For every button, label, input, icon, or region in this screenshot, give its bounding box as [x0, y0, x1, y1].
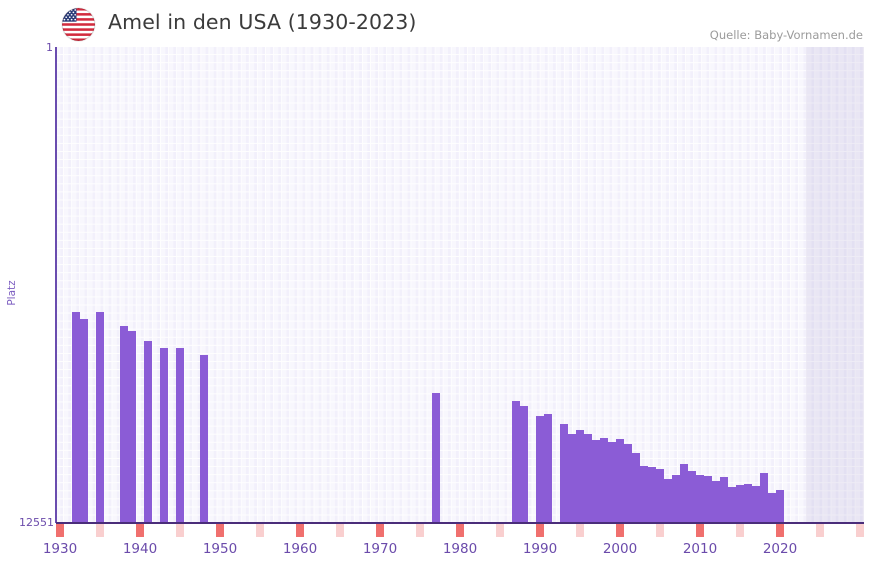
x-axis-label-1940: 1940	[122, 541, 158, 557]
bar-2016[interactable]	[744, 484, 752, 522]
no-data-shade-region	[806, 47, 864, 522]
x-axis-label-1960: 1960	[282, 541, 318, 557]
bar-2011[interactable]	[704, 476, 712, 522]
source-label: Quelle: Baby-Vornamen.de	[709, 28, 863, 42]
bar-2020[interactable]	[776, 490, 784, 522]
bar-2008[interactable]	[680, 464, 688, 522]
bar-2019[interactable]	[768, 493, 776, 522]
bar-1977[interactable]	[432, 393, 440, 522]
x-tick-minor-9	[816, 524, 824, 537]
x-tick-major-9	[776, 524, 784, 537]
bar-1996[interactable]	[584, 434, 592, 522]
chart-title: Amel in den USA (1930-2023)	[108, 10, 417, 34]
bar-1935[interactable]	[96, 312, 104, 522]
plot-area	[56, 47, 864, 522]
chart-header: Amel in den USA (1930-2023) Quelle: Baby…	[0, 0, 873, 47]
bar-1993[interactable]	[560, 424, 568, 522]
bar-1999[interactable]	[608, 442, 616, 522]
y-axis-title: Platz	[6, 280, 18, 306]
bar-2018[interactable]	[760, 473, 768, 522]
bar-1988[interactable]	[520, 406, 528, 522]
bar-2007[interactable]	[672, 475, 680, 522]
bar-1997[interactable]	[592, 440, 600, 522]
x-axis-label-2020: 2020	[762, 541, 798, 557]
bar-2003[interactable]	[640, 466, 648, 522]
bar-1998[interactable]	[600, 438, 608, 522]
x-axis-label-2010: 2010	[682, 541, 718, 557]
x-axis-label-2000: 2000	[602, 541, 638, 557]
bar-2006[interactable]	[664, 479, 672, 522]
x-tick-major-4	[376, 524, 384, 537]
x-axis-label-1970: 1970	[362, 541, 398, 557]
x-tick-minor-4	[416, 524, 424, 537]
bar-1945[interactable]	[176, 348, 184, 522]
bar-1994[interactable]	[568, 434, 576, 522]
x-tick-major-5	[456, 524, 464, 537]
x-tick-major-1	[136, 524, 144, 537]
bar-2013[interactable]	[720, 477, 728, 522]
x-tick-major-3	[296, 524, 304, 537]
grid-lines	[56, 47, 864, 522]
bar-2009[interactable]	[688, 471, 696, 522]
x-tick-major-7	[616, 524, 624, 537]
x-axis-label-1980: 1980	[442, 541, 478, 557]
bar-1987[interactable]	[512, 401, 520, 522]
bar-2012[interactable]	[712, 481, 720, 522]
x-tick-minor-2	[256, 524, 264, 537]
x-tick-minor-7	[656, 524, 664, 537]
y-axis-line	[55, 47, 57, 523]
x-tick-minor-6	[576, 524, 584, 537]
bar-2017[interactable]	[752, 486, 760, 522]
bar-1943[interactable]	[160, 348, 168, 522]
x-tick-minor-1	[176, 524, 184, 537]
us-flag-icon	[62, 8, 95, 41]
y-axis-top-label: 1	[46, 41, 53, 54]
x-tick-major-0	[56, 524, 64, 537]
bar-2015[interactable]	[736, 485, 744, 522]
bar-2001[interactable]	[624, 444, 632, 522]
x-axis-line	[56, 522, 864, 524]
bar-1932[interactable]	[72, 312, 80, 522]
bar-2000[interactable]	[616, 439, 624, 522]
x-tick-minor-3	[336, 524, 344, 537]
bar-2010[interactable]	[696, 475, 704, 522]
bar-2014[interactable]	[728, 487, 736, 522]
bar-1990[interactable]	[536, 416, 544, 522]
bar-2005[interactable]	[656, 469, 664, 522]
x-tick-minor-8	[736, 524, 744, 537]
x-axis-label-1990: 1990	[522, 541, 558, 557]
bar-1939[interactable]	[128, 331, 136, 522]
x-axis-label-1950: 1950	[202, 541, 238, 557]
x-tick-minor-5	[496, 524, 504, 537]
bar-1938[interactable]	[120, 326, 128, 522]
x-tick-minor-0	[96, 524, 104, 537]
bar-1941[interactable]	[144, 341, 152, 522]
x-tick-minor-10	[856, 524, 864, 537]
bar-1991[interactable]	[544, 414, 552, 522]
bar-2002[interactable]	[632, 453, 640, 522]
grid-column-bands	[56, 47, 864, 522]
x-tick-major-8	[696, 524, 704, 537]
x-tick-major-6	[536, 524, 544, 537]
x-axis-tick-strip	[56, 524, 864, 537]
x-axis-label-1930: 1930	[42, 541, 78, 557]
bar-2004[interactable]	[648, 467, 656, 522]
x-tick-major-2	[216, 524, 224, 537]
bar-1948[interactable]	[200, 355, 208, 522]
y-axis-bottom-label: 12551	[19, 516, 54, 529]
bar-1995[interactable]	[576, 430, 584, 522]
bar-1933[interactable]	[80, 319, 88, 522]
